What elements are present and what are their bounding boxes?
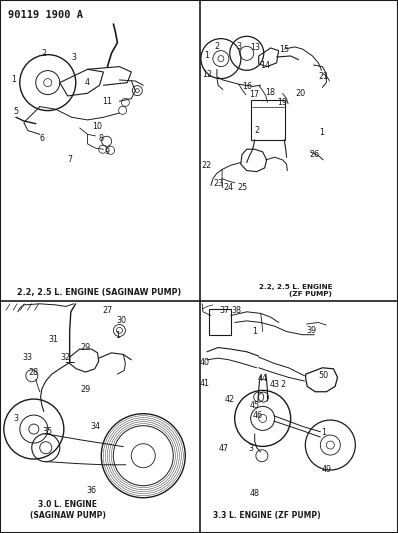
Text: 1: 1: [321, 429, 326, 437]
Text: 10: 10: [92, 123, 103, 131]
Text: 42: 42: [225, 395, 235, 404]
Text: 3: 3: [71, 53, 76, 61]
Text: 47: 47: [219, 445, 229, 453]
Text: 4: 4: [85, 78, 90, 87]
Text: 39: 39: [306, 326, 316, 335]
Text: 24: 24: [224, 183, 234, 192]
Text: 1: 1: [205, 52, 209, 60]
Text: 18: 18: [265, 88, 276, 97]
Text: 32: 32: [60, 353, 71, 361]
Text: 37: 37: [220, 306, 230, 314]
Text: 16: 16: [242, 82, 252, 91]
Text: 43: 43: [269, 381, 280, 389]
Text: 20: 20: [295, 89, 306, 98]
Text: 49: 49: [321, 465, 332, 473]
Text: 3: 3: [14, 414, 18, 423]
Text: 23: 23: [213, 180, 223, 188]
Text: 50: 50: [318, 372, 328, 380]
Text: 48: 48: [250, 489, 260, 497]
Text: 44: 44: [258, 374, 268, 383]
Text: 21: 21: [318, 72, 328, 80]
Text: 13: 13: [250, 44, 260, 52]
Text: 3.3 L. ENGINE (ZF PUMP): 3.3 L. ENGINE (ZF PUMP): [213, 511, 320, 520]
Text: 33: 33: [22, 353, 32, 361]
Text: 6: 6: [39, 134, 44, 143]
Text: 28: 28: [29, 368, 39, 376]
Text: 7: 7: [67, 156, 72, 164]
Text: 3: 3: [248, 445, 253, 453]
Text: 29: 29: [80, 385, 91, 393]
Text: 2: 2: [215, 42, 219, 51]
Text: 1: 1: [319, 128, 324, 136]
Text: 45: 45: [250, 401, 260, 409]
Text: 35: 35: [43, 427, 53, 436]
Text: 2.2, 2.5 L. ENGINE (SAGINAW PUMP): 2.2, 2.5 L. ENGINE (SAGINAW PUMP): [18, 288, 181, 297]
Text: 3.0 L. ENGINE
(SAGINAW PUMP): 3.0 L. ENGINE (SAGINAW PUMP): [30, 500, 105, 520]
Text: 12: 12: [202, 70, 212, 79]
Text: 34: 34: [90, 422, 101, 431]
Text: 2: 2: [41, 49, 46, 58]
Text: 19: 19: [277, 99, 288, 107]
Text: 1: 1: [115, 332, 120, 340]
Text: 30: 30: [116, 317, 127, 325]
Text: 2: 2: [254, 126, 259, 135]
Text: 46: 46: [253, 411, 263, 420]
Text: 1: 1: [12, 76, 16, 84]
Text: 27: 27: [102, 306, 113, 314]
Text: 25: 25: [238, 183, 248, 192]
Text: 90119 1900 A: 90119 1900 A: [8, 10, 83, 20]
Text: 17: 17: [249, 91, 259, 99]
Text: 38: 38: [232, 306, 242, 314]
Text: 11: 11: [101, 97, 112, 106]
Text: 41: 41: [199, 379, 210, 388]
Text: 31: 31: [49, 335, 59, 344]
Text: 14: 14: [259, 61, 270, 69]
Text: 8: 8: [99, 134, 104, 143]
Text: 3: 3: [236, 42, 241, 51]
Text: 1: 1: [252, 327, 257, 336]
Text: 9: 9: [105, 148, 110, 156]
Text: 26: 26: [309, 150, 320, 159]
Text: 15: 15: [279, 45, 290, 53]
Text: 40: 40: [199, 358, 210, 367]
Text: 5: 5: [14, 108, 18, 116]
Text: 29: 29: [80, 343, 91, 352]
Text: 36: 36: [86, 486, 97, 495]
Text: 2.2, 2.5 L. ENGINE
(ZF PUMP): 2.2, 2.5 L. ENGINE (ZF PUMP): [259, 284, 332, 297]
Text: 2: 2: [280, 381, 285, 389]
Text: 22: 22: [202, 161, 212, 169]
